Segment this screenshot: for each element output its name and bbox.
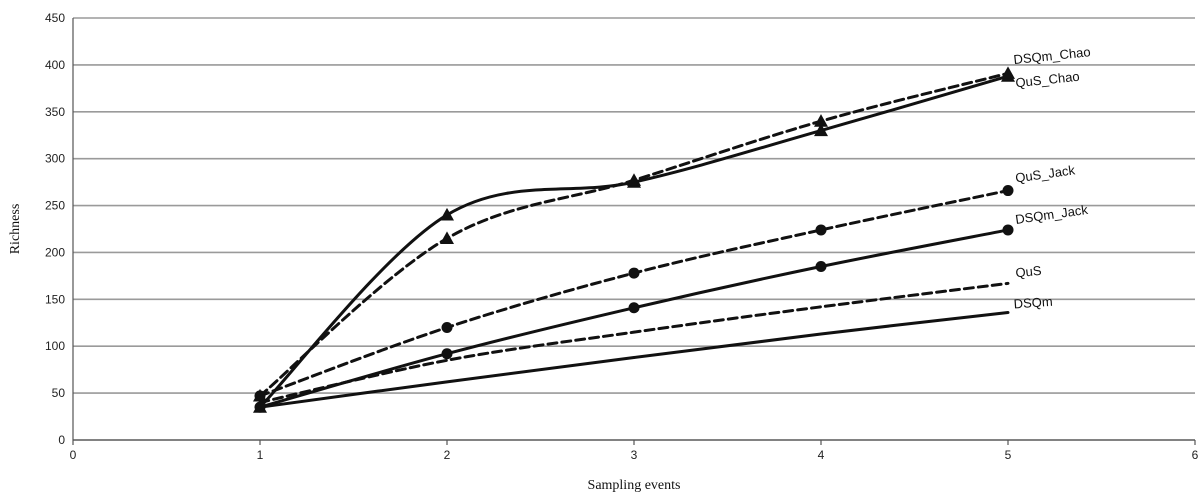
x-tick-label: 4	[818, 448, 825, 462]
marker-circle-dsqm-jack	[441, 348, 453, 360]
series-label-qus-chao: QuS_Chao	[1015, 69, 1081, 91]
y-tick-label: 300	[45, 152, 65, 166]
series-label-qus: QuS	[1015, 263, 1043, 281]
y-axis-title: Richness	[8, 204, 23, 255]
marker-triangle-dsqm-chao	[814, 123, 828, 137]
marker-triangle-qus-chao	[627, 173, 641, 186]
marker-triangle-qus-chao	[814, 114, 828, 127]
x-tick-label: 2	[444, 448, 451, 462]
y-tick-label: 0	[58, 433, 65, 447]
x-tick-label: 1	[257, 448, 264, 462]
marker-triangle-qus-chao	[1001, 66, 1015, 79]
series-lines	[258, 71, 1010, 409]
series-line-dsqm-jack	[258, 228, 1010, 409]
series-labels: DSQm_ChaoQuS_ChaoQuS_JackDSQm_JackQuSDSQ…	[1013, 44, 1091, 311]
y-tick-label: 400	[45, 58, 65, 72]
y-tick-label: 450	[45, 11, 65, 25]
series-line-qus	[258, 281, 1010, 404]
x-tick-label: 0	[70, 448, 77, 462]
y-tick-label: 350	[45, 105, 65, 119]
y-tick-label: 250	[45, 199, 65, 213]
marker-circle-dsqm-jack	[628, 302, 640, 314]
y-tick-label: 50	[52, 386, 66, 400]
x-axis-title: Sampling events	[588, 478, 681, 493]
x-tick-label: 5	[1005, 448, 1012, 462]
series-label-dsqm-chao: DSQm_Chao	[1013, 44, 1091, 67]
marker-circle-qus-jack	[1002, 185, 1014, 197]
marker-circle-qus-jack	[254, 390, 266, 402]
y-tick-label: 150	[45, 292, 65, 306]
y-tick-label: 200	[45, 245, 65, 259]
series-line-qus-jack	[258, 189, 1010, 398]
marker-triangle-dsqm-chao	[440, 207, 454, 221]
marker-circle-qus-jack	[815, 224, 827, 236]
marker-triangle-qus-chao	[440, 231, 454, 244]
series-line-dsqm	[258, 310, 1010, 409]
marker-circle-qus-jack	[628, 267, 640, 279]
series-label-dsqm: DSQm	[1013, 294, 1053, 312]
series-markers	[253, 66, 1015, 413]
marker-circle-dsqm-jack	[1002, 224, 1014, 236]
axes: 0 50 100 150 200 250 300 350 400 450 0 1 2 3 4 5 6	[45, 11, 1199, 462]
series-label-qus-jack: QuS_Jack	[1014, 162, 1076, 185]
series-line-qus-chao	[258, 71, 1010, 398]
y-tick-label: 100	[45, 339, 65, 353]
marker-circle-dsqm-jack	[815, 261, 827, 273]
marker-circle-dsqm-jack	[254, 401, 266, 413]
marker-circle-qus-jack	[441, 321, 453, 333]
x-tick-label: 6	[1192, 448, 1199, 462]
x-tick-label: 3	[631, 448, 638, 462]
